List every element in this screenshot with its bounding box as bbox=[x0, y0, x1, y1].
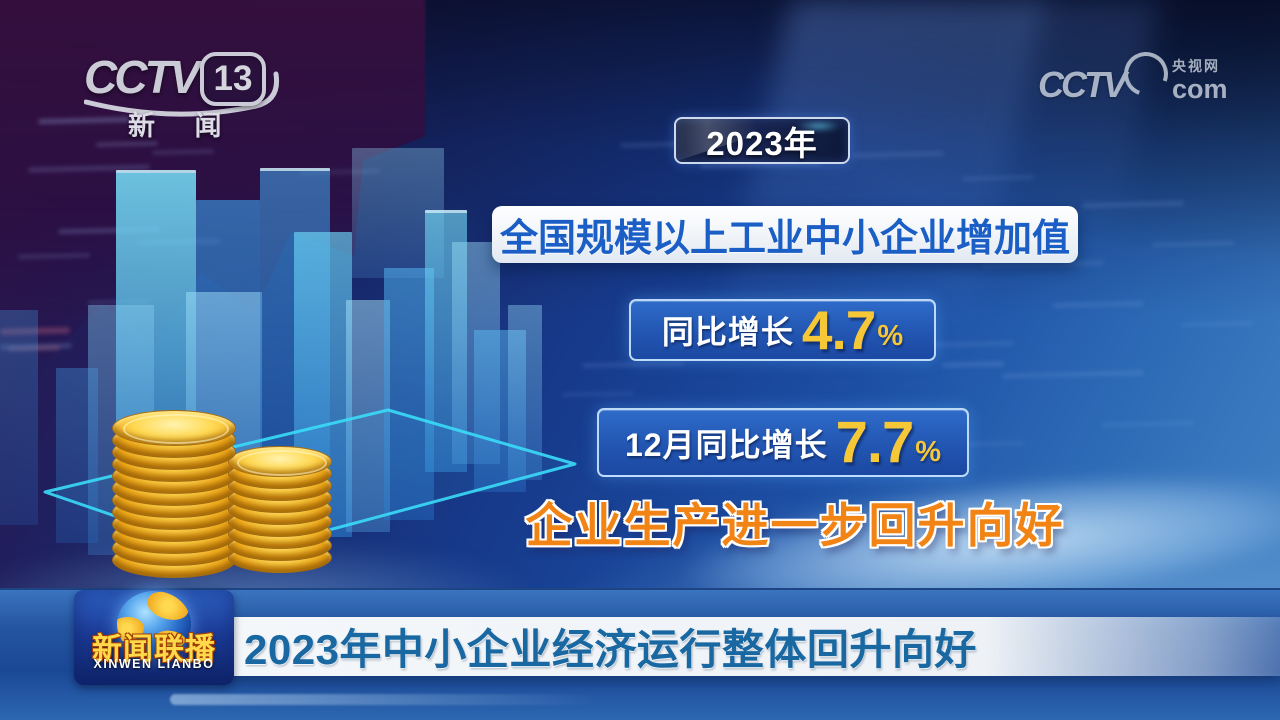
program-badge: 新闻联播 XINWEN LIANBO bbox=[74, 590, 234, 685]
decor-bar bbox=[508, 305, 542, 480]
stat-label: 12月同比增长 bbox=[624, 426, 828, 463]
network-wordmark: CCTV bbox=[84, 51, 200, 103]
watermark: CCTV 央视网 com bbox=[1038, 44, 1248, 116]
headline-text: 2023年中小企业经济运行整体回升向好 bbox=[244, 626, 977, 673]
channel-number: 13 bbox=[213, 59, 253, 98]
watermark-wordmark: CCTV bbox=[1038, 64, 1127, 105]
badge-title: 新闻联播 bbox=[92, 633, 216, 666]
infographic-title-box: 全国规模以上工业中小企业增加值 bbox=[492, 206, 1078, 263]
stat-value: 7.7 bbox=[835, 409, 915, 475]
year-badge: 2023年 bbox=[674, 117, 850, 164]
channel-number-box: 13 bbox=[200, 52, 266, 106]
coin bbox=[112, 410, 236, 446]
stat-box-december: 12月同比增长 7.7 % bbox=[597, 408, 969, 477]
watermark-site-domain: com bbox=[1172, 74, 1228, 104]
decor-bar bbox=[56, 368, 98, 543]
headline-strip: 2023年中小企业经济运行整体回升向好 bbox=[228, 617, 1280, 676]
watermark-site-name: 央视网 bbox=[1172, 58, 1220, 74]
subtitle-text: 企业生产进一步回升向好 bbox=[525, 499, 1065, 552]
year-label: 2023年 bbox=[706, 124, 818, 162]
badge-subtitle: XINWEN LIANBO bbox=[93, 657, 215, 671]
channel-name: 新 闻 bbox=[128, 111, 238, 141]
channel-bug: CCTV 13 新 闻 bbox=[84, 44, 294, 141]
coin bbox=[228, 446, 332, 477]
swoosh-icon bbox=[84, 71, 280, 117]
stat-label: 同比增长 bbox=[661, 314, 794, 350]
stat-unit: % bbox=[915, 436, 942, 468]
globe-icon bbox=[117, 591, 191, 657]
infographic-title: 全国规模以上工业中小企业增加值 bbox=[499, 218, 1070, 260]
watermark-swoosh-icon bbox=[1116, 44, 1176, 104]
decor-bar bbox=[0, 310, 38, 525]
strip-reflection bbox=[170, 694, 600, 705]
watermark-site: 央视网 com bbox=[1172, 56, 1248, 103]
stat-unit: % bbox=[877, 320, 904, 352]
stat-box-yoy: 同比增长 4.7 % bbox=[629, 299, 936, 361]
stat-value: 4.7 bbox=[801, 298, 876, 361]
